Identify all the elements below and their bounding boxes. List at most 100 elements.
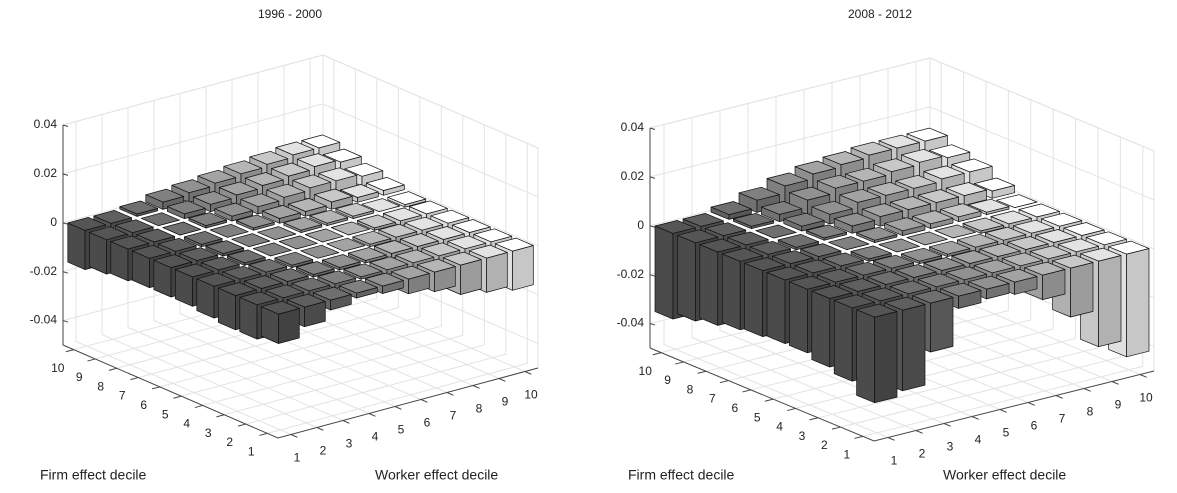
bar-top <box>733 212 775 227</box>
bar <box>777 233 819 251</box>
bar-top <box>1007 236 1049 250</box>
bar <box>261 205 301 224</box>
chart-title: 2008 - 2012 <box>848 7 912 21</box>
x-tick <box>498 378 506 382</box>
bar <box>300 244 340 259</box>
bar-top <box>951 158 993 173</box>
y-tick <box>130 377 139 381</box>
x-tick-label: 5 <box>398 423 405 437</box>
bar <box>295 261 335 278</box>
bar <box>710 201 752 220</box>
x-tick <box>316 427 324 431</box>
bar-top <box>157 237 197 252</box>
z-tick <box>649 225 656 228</box>
bars <box>67 134 534 344</box>
bar-top <box>301 134 341 149</box>
bar-top <box>817 268 859 283</box>
bar-top <box>968 198 1010 213</box>
bar-top <box>951 250 993 264</box>
y-tick-label: 6 <box>731 401 738 415</box>
x-tick <box>290 434 298 438</box>
bar-top <box>369 256 409 271</box>
bar <box>119 200 159 217</box>
bar-front <box>1098 255 1122 348</box>
bar-top <box>878 134 920 149</box>
x-tick-label: 2 <box>320 444 327 458</box>
bar-top <box>196 272 236 287</box>
bar-side <box>811 290 831 368</box>
bar-top <box>996 194 1038 208</box>
bar-top <box>783 212 825 227</box>
bar-top <box>945 266 987 281</box>
bar-top <box>274 251 314 266</box>
bar-top <box>710 201 752 215</box>
bar-top <box>283 216 323 231</box>
bar-top <box>162 221 202 236</box>
bar <box>313 188 353 210</box>
bar-top <box>962 217 1004 232</box>
bar-top <box>451 219 491 233</box>
bar-top <box>343 263 383 278</box>
bar-top <box>240 193 280 208</box>
bar-top <box>275 141 315 156</box>
bar-top <box>257 226 297 240</box>
bar-top <box>235 214 275 229</box>
bar-top <box>766 172 808 187</box>
y-tick-label: 5 <box>162 407 169 421</box>
y-tick-label: 1 <box>248 445 255 459</box>
bar-top <box>330 221 370 236</box>
bar-top <box>794 259 836 274</box>
bar-top <box>873 254 915 269</box>
bar-top <box>261 205 301 219</box>
bar-top <box>833 294 875 309</box>
y-tick <box>108 367 117 371</box>
x-tick-label: 3 <box>947 440 954 454</box>
bar-top <box>364 272 404 287</box>
bar-top <box>114 219 154 234</box>
y-tick <box>173 395 182 399</box>
bar <box>990 210 1032 230</box>
y-tick <box>259 432 268 436</box>
bar <box>906 231 948 246</box>
bar-front <box>512 245 534 291</box>
z-tick-label: -0.02 <box>617 267 645 281</box>
bar-top <box>1057 238 1099 253</box>
bar-top <box>850 245 892 260</box>
bar <box>188 212 228 229</box>
z-tick-label: -0.04 <box>30 313 58 327</box>
bar <box>856 303 898 404</box>
bar <box>945 182 987 206</box>
bar-top <box>912 289 954 304</box>
x-tick-label: 7 <box>450 409 457 423</box>
bar-top <box>923 257 965 271</box>
bar-top <box>248 258 288 273</box>
bar <box>335 202 375 219</box>
y-axis-label: Firm effect decile <box>40 467 147 483</box>
bar-top <box>789 186 831 201</box>
bar <box>330 221 370 236</box>
bar-top <box>940 203 982 218</box>
bar-top <box>244 172 284 186</box>
grid-line <box>224 124 485 416</box>
bars <box>654 127 1150 404</box>
bar-front <box>486 252 508 293</box>
bar-top <box>917 273 959 288</box>
x-tick-label: 5 <box>1003 426 1010 440</box>
bar-top <box>1001 252 1043 267</box>
y-tick <box>854 435 863 439</box>
bar-top <box>404 216 444 231</box>
bar-front <box>460 259 482 295</box>
y-tick-label: 4 <box>183 417 190 431</box>
bar-top <box>395 249 435 264</box>
bar-top <box>390 265 430 280</box>
y-axis-label: Firm effect decile <box>628 467 735 483</box>
grid-line <box>153 100 370 414</box>
y-tick-label: 9 <box>76 370 83 384</box>
bar-top <box>1018 203 1060 218</box>
bar-top <box>705 222 747 237</box>
grid-line <box>202 115 464 406</box>
z-tick-label: 0.04 <box>621 120 645 134</box>
bar-top <box>291 277 331 292</box>
y-tick <box>194 404 203 409</box>
bar <box>248 258 288 278</box>
